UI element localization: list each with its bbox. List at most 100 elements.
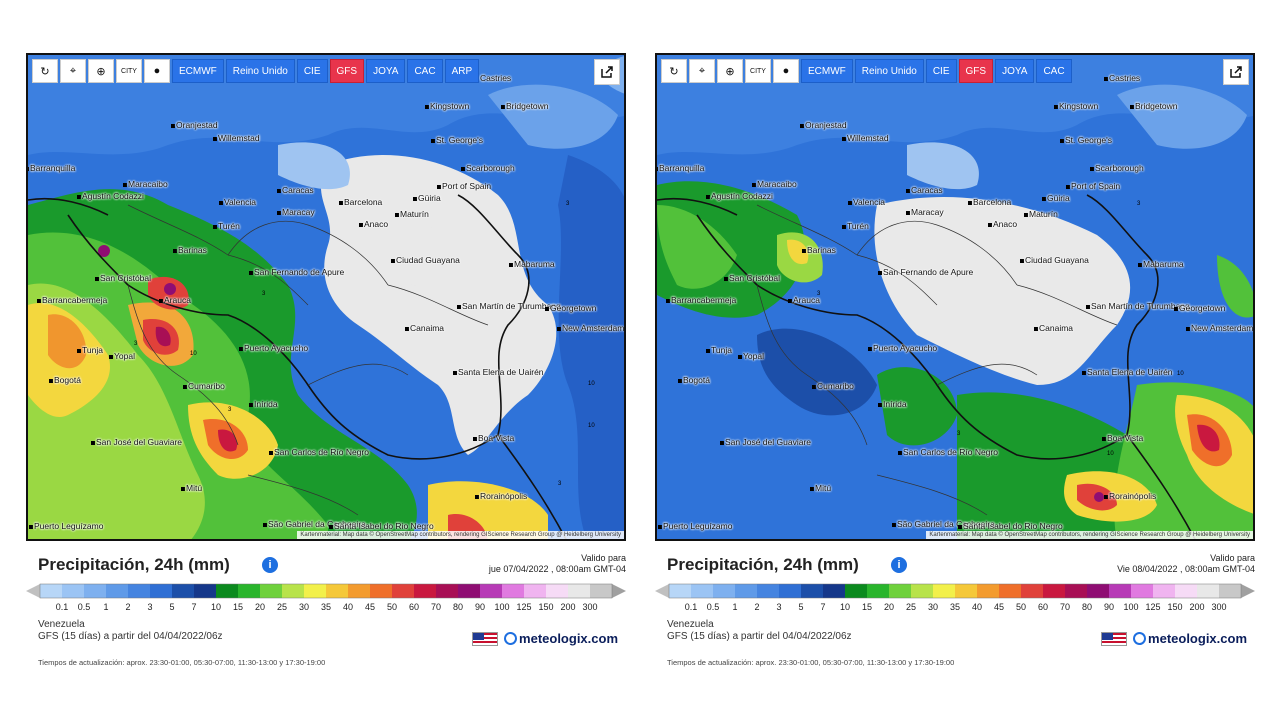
city-label: Bridgetown: [506, 101, 549, 111]
scale-swatch: [1021, 584, 1044, 598]
brand[interactable]: meteologix.com: [1101, 631, 1247, 646]
city-marker: [1042, 197, 1046, 201]
city-label: Santa Isabel do Rio Negro: [334, 521, 434, 531]
city-label: Barrancabermeja: [671, 295, 737, 305]
model-button-gfs[interactable]: GFS: [958, 59, 994, 83]
model-button-reino-unido[interactable]: Reino Unido: [225, 59, 295, 83]
city-label: Barinas: [807, 245, 836, 255]
city-label: Agustín Codazzi: [711, 191, 773, 201]
city-marker: [457, 305, 461, 309]
city-label: Maracaibo: [128, 179, 168, 189]
brand[interactable]: meteologix.com: [472, 631, 618, 646]
zoom-icon[interactable]: ⊕: [717, 59, 743, 83]
model-button-ecmwf[interactable]: ECMWF: [172, 59, 224, 83]
city-marker: [473, 437, 477, 441]
marker-icon[interactable]: ●: [144, 59, 170, 83]
info-icon[interactable]: i: [262, 557, 278, 573]
scale-swatch: [502, 584, 525, 598]
scale-tick-label: 2: [125, 602, 131, 612]
location-pin-icon[interactable]: ⌖: [60, 59, 86, 83]
city-marker: [109, 355, 113, 359]
scale-tick-label: 0.5: [77, 602, 91, 612]
model-button-joya[interactable]: JOYA: [995, 59, 1035, 83]
scale-swatch: [977, 584, 1000, 598]
location-pin-icon[interactable]: ⌖: [689, 59, 715, 83]
globe-icon: [1133, 632, 1147, 645]
scale-swatch: [691, 584, 714, 598]
city-label: São Gabriel da Cachoeira: [897, 519, 995, 529]
precipitation-map[interactable]: 3 10 10 3 3 ↻ ⌖ ⊕ CITY ● ECMWF Reino Unido …: [655, 53, 1255, 541]
city-marker: [906, 211, 910, 215]
scale-arrow-right: [1241, 584, 1255, 598]
scale-swatch: [348, 584, 371, 598]
city-toggle-icon[interactable]: CITY: [116, 59, 142, 83]
city-marker: [91, 441, 95, 445]
scale-tick-label: 100: [1123, 602, 1139, 612]
refresh-icon[interactable]: ↻: [32, 59, 58, 83]
scale-tick-label: 3: [147, 602, 153, 612]
city-marker: [812, 385, 816, 389]
model-button-reino-unido[interactable]: Reino Unido: [854, 59, 924, 83]
svg-text:10: 10: [588, 423, 595, 429]
legend-header: Precipitación, 24h (mm) i Valido para ju…: [38, 553, 626, 581]
city-label: Kingstown: [1059, 101, 1099, 111]
us-flag-icon[interactable]: [472, 631, 499, 646]
model-button-ecmwf[interactable]: ECMWF: [801, 59, 853, 83]
model-button-cac[interactable]: CAC: [407, 59, 443, 83]
city-marker: [219, 201, 223, 205]
scale-swatch: [1219, 584, 1242, 598]
svg-text:3: 3: [817, 291, 821, 297]
zoom-icon[interactable]: ⊕: [88, 59, 114, 83]
share-icon[interactable]: [594, 59, 620, 85]
marker-icon[interactable]: ●: [773, 59, 799, 83]
scale-swatch: [1043, 584, 1066, 598]
city-marker: [1024, 213, 1028, 217]
city-marker: [878, 403, 882, 407]
scale-tick-label: 50: [1015, 602, 1027, 612]
city-label: Mitú: [815, 483, 832, 493]
city-marker: [277, 189, 281, 193]
model-button-joya[interactable]: JOYA: [366, 59, 406, 83]
scale-swatch: [480, 584, 503, 598]
city-marker: [159, 299, 163, 303]
city-label: Rorainópolis: [480, 491, 528, 501]
legend-title: Precipitación, 24h (mm): [38, 555, 230, 574]
map-attribution: Kartenmaterial: Map data © OpenStreetMap…: [297, 531, 624, 539]
city-marker: [501, 105, 505, 109]
info-icon[interactable]: i: [891, 557, 907, 573]
scale-tick-label: 200: [1189, 602, 1205, 612]
city-marker: [842, 225, 846, 229]
model-button-cac[interactable]: CAC: [1036, 59, 1072, 83]
model-button-gfs[interactable]: GFS: [329, 59, 365, 83]
city-marker: [752, 183, 756, 187]
city-toggle-icon[interactable]: CITY: [745, 59, 771, 83]
svg-text:3: 3: [566, 201, 570, 207]
city-marker: [37, 299, 41, 303]
update-times: Tiempos de actualización: aprox. 23:30-0…: [667, 658, 955, 667]
scale-tick-label: 70: [430, 602, 442, 612]
precipitation-map[interactable]: 3 10 3 3 10 3 3 10 ↻ ⌖ ⊕ CITY ● ECMWF Reino U…: [26, 53, 626, 541]
city-label: Anaco: [364, 219, 389, 229]
share-icon[interactable]: [1223, 59, 1249, 85]
us-flag-icon[interactable]: [1101, 631, 1128, 646]
city-label: San Martín de Turumbang: [462, 301, 561, 311]
svg-text:3: 3: [134, 341, 138, 347]
model-button-cie[interactable]: CIE: [296, 59, 328, 83]
model-button-cie[interactable]: CIE: [925, 59, 957, 83]
scale-swatch: [955, 584, 978, 598]
scale-tick-label: 40: [971, 602, 983, 612]
city-label: Georgetown: [550, 303, 597, 313]
city-marker: [181, 487, 185, 491]
city-label: Bogotá: [683, 375, 710, 385]
model-button-arp[interactable]: ARP: [444, 59, 480, 83]
refresh-icon[interactable]: ↻: [661, 59, 687, 83]
city-label: Oranjestad: [176, 120, 218, 130]
scale-swatch: [62, 584, 85, 598]
city-label: New Amsterdam: [562, 323, 625, 333]
city-marker: [28, 167, 29, 171]
city-label: Puerto Ayacucho: [873, 343, 938, 353]
city-marker: [657, 167, 658, 171]
city-label: Mabaruma: [514, 259, 555, 269]
city-marker: [545, 307, 549, 311]
city-label: San Carlos de Río Negro: [903, 447, 998, 457]
